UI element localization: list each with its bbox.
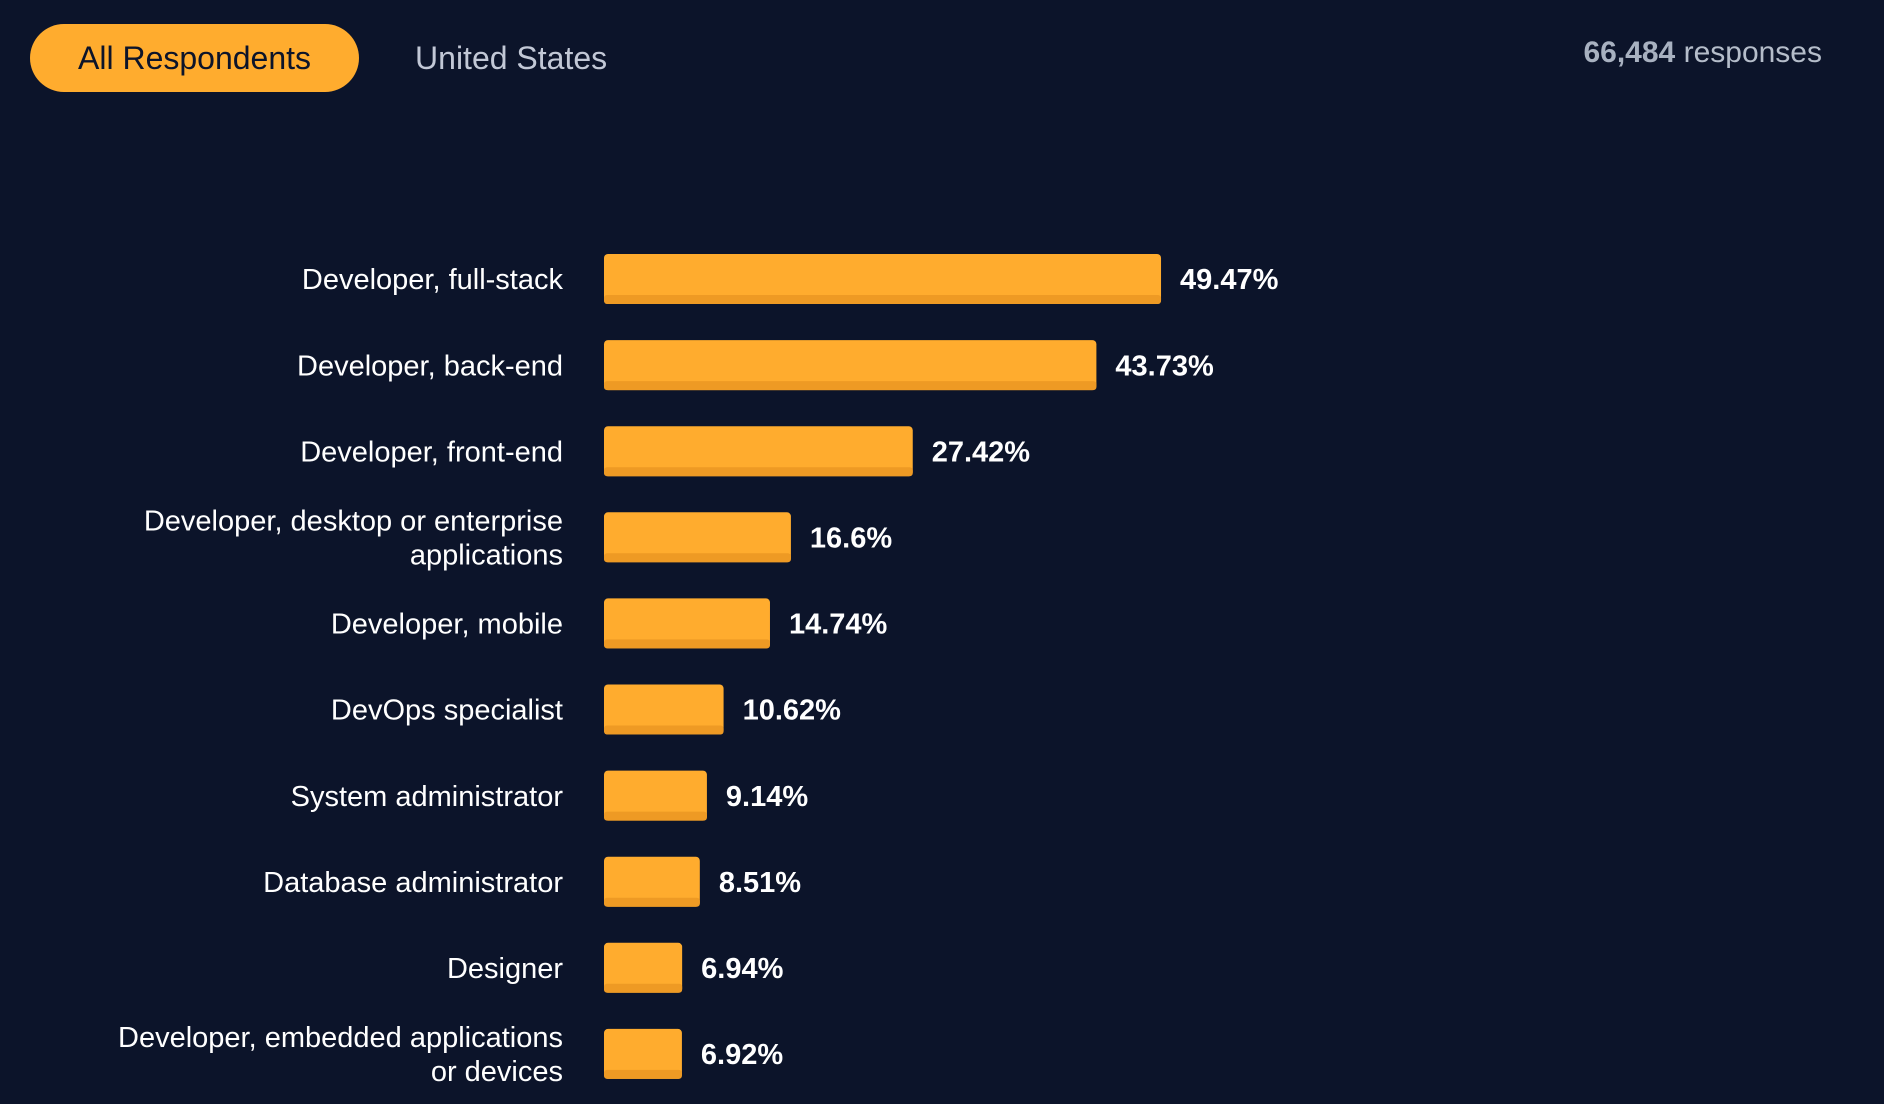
category-label: Developer, front-end [300,436,563,468]
category-label: Developer, back-end [297,350,563,382]
tab-united-states[interactable]: United States [415,39,608,76]
category-label: Database administrator [263,867,563,899]
bar [604,340,1097,391]
responses-number: 66,484 [1583,36,1676,69]
bar [604,770,707,821]
value-label: 27.42% [932,436,1031,468]
responses-count: 66,484 responses [1583,36,1822,70]
bar [604,1028,682,1079]
value-label: 49.47% [1180,264,1279,296]
category-label: System administrator [291,781,564,813]
category-label: Designer [447,953,563,985]
category-label: Developer, desktop or enterprise applicat… [144,505,563,571]
bar [604,942,683,993]
bar [604,254,1162,304]
responses-label: responses [1683,36,1822,69]
category-label: Developer, full-stack [302,264,564,296]
bar [604,426,913,477]
value-label: 8.51% [719,867,801,899]
tab-all-respondents[interactable]: All Respondents [30,24,360,92]
value-label: 6.92% [701,1039,783,1071]
value-label: 14.74% [789,609,888,641]
value-label: 10.62% [743,695,842,727]
respondent-filter-tabs: All Respondents United States [30,24,655,92]
value-label: 6.94% [701,953,783,985]
category-label: Developer, embedded applications or devic… [118,1022,563,1088]
category-label: Developer, mobile [331,609,563,641]
value-label: 43.73% [1115,350,1214,382]
bar [604,512,791,563]
value-label: 9.14% [726,781,808,813]
bar [604,684,724,735]
bar [604,598,770,649]
bar [604,856,700,907]
category-label: DevOps specialist [331,695,563,727]
value-label: 16.6% [810,522,892,554]
